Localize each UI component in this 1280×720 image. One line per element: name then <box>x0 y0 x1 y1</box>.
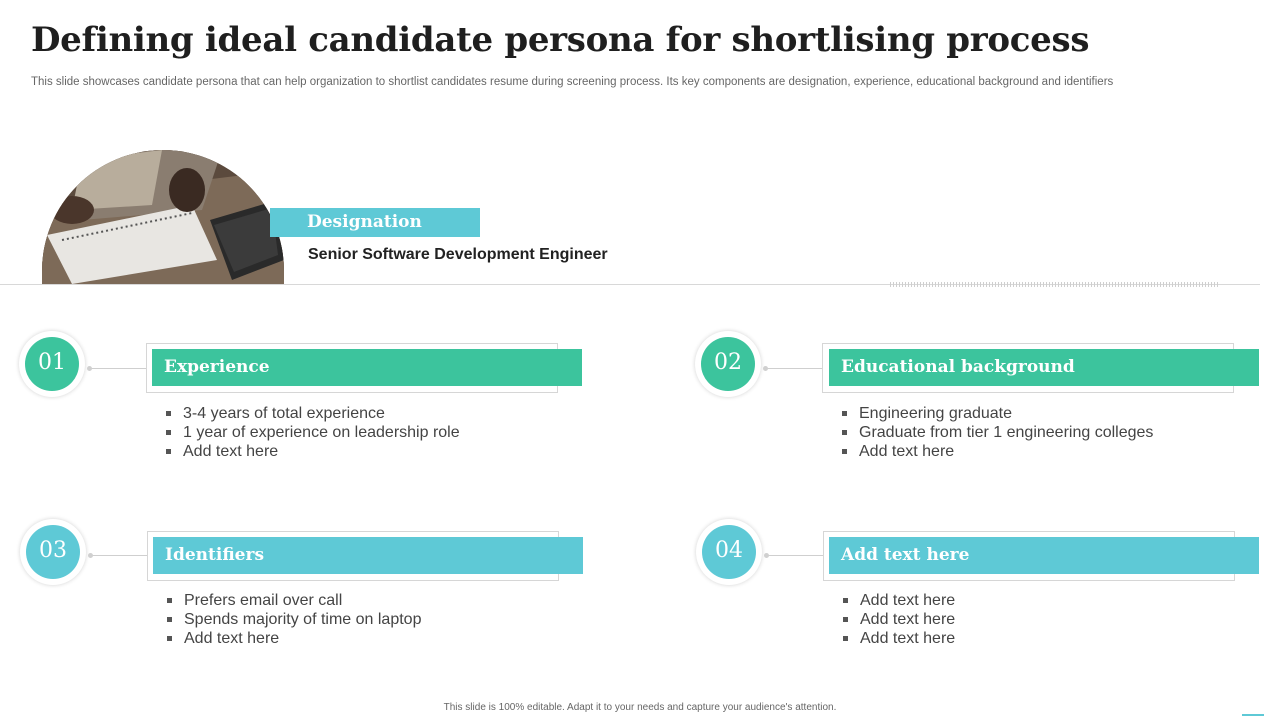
section-3-badge: 03 <box>20 519 86 585</box>
list-item: Graduate from tier 1 engineering college… <box>840 423 1153 442</box>
candidate-photo <box>42 150 284 284</box>
divider-line <box>0 284 1260 285</box>
list-item: 1 year of experience on leadership role <box>164 423 460 442</box>
section-1-header: Experience <box>152 349 582 386</box>
section-2-connector <box>765 368 823 369</box>
list-item: Add text here <box>840 442 1153 461</box>
list-item: Add text here <box>165 629 421 648</box>
section-4-heading: Add text here <box>841 545 970 565</box>
section-3-header: Identifiers <box>153 537 583 574</box>
section-2-header: Educational background <box>829 349 1259 386</box>
designation-label: Designation <box>307 212 422 232</box>
section-4-list: Add text here Add text here Add text her… <box>841 591 955 648</box>
section-2-list: Engineering graduate Graduate from tier … <box>840 404 1153 461</box>
section-2-connector-dot <box>763 366 768 371</box>
section-1-connector-dot <box>87 366 92 371</box>
section-4-connector-dot <box>764 553 769 558</box>
list-item: 3-4 years of total experience <box>164 404 460 423</box>
section-3-connector-dot <box>88 553 93 558</box>
section-4-number: 04 <box>702 525 756 579</box>
section-1-connector <box>89 368 147 369</box>
section-3-connector <box>90 555 148 556</box>
section-2-heading: Educational background <box>841 357 1075 377</box>
list-item: Spends majority of time on laptop <box>165 610 421 629</box>
section-4-badge: 04 <box>696 519 762 585</box>
section-2-number: 02 <box>701 337 755 391</box>
page-subtitle: This slide showcases candidate persona t… <box>31 76 1114 88</box>
section-4-header: Add text here <box>829 537 1259 574</box>
section-1-list: 3-4 years of total experience 1 year of … <box>164 404 460 461</box>
designation-value: Senior Software Development Engineer <box>308 246 608 263</box>
corner-accent <box>1242 714 1264 716</box>
page-title: Defining ideal candidate persona for sho… <box>31 20 1090 60</box>
section-4-connector <box>766 555 824 556</box>
section-1-number: 01 <box>25 337 79 391</box>
section-1-heading: Experience <box>164 357 270 377</box>
list-item: Add text here <box>841 610 955 629</box>
list-item: Engineering graduate <box>840 404 1153 423</box>
footer-note: This slide is 100% editable. Adapt it to… <box>443 702 837 713</box>
section-3-list: Prefers email over call Spends majority … <box>165 591 421 648</box>
list-item: Prefers email over call <box>165 591 421 610</box>
section-1-badge: 01 <box>19 331 85 397</box>
designation-header: Designation <box>270 208 480 237</box>
list-item: Add text here <box>841 591 955 610</box>
section-3-number: 03 <box>26 525 80 579</box>
section-2-badge: 02 <box>695 331 761 397</box>
list-item: Add text here <box>164 442 460 461</box>
dotted-divider <box>890 282 1218 287</box>
list-item: Add text here <box>841 629 955 648</box>
section-3-heading: Identifiers <box>165 545 265 565</box>
